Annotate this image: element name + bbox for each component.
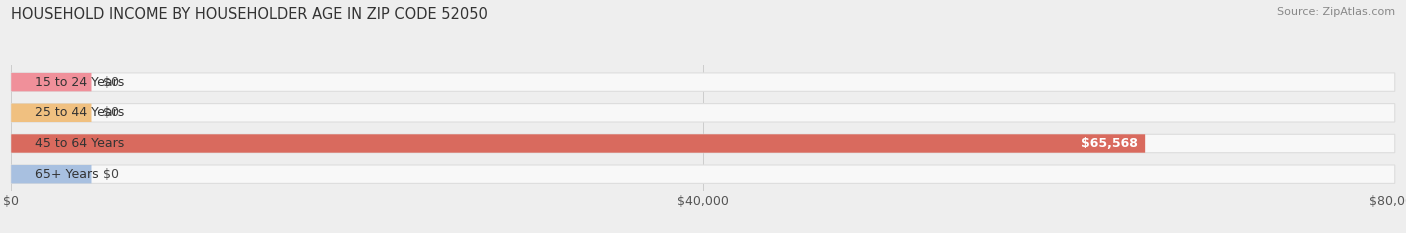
Text: 15 to 24 Years: 15 to 24 Years	[35, 76, 124, 89]
FancyBboxPatch shape	[11, 134, 1144, 153]
FancyBboxPatch shape	[11, 73, 91, 91]
FancyBboxPatch shape	[11, 104, 91, 122]
FancyBboxPatch shape	[11, 165, 91, 183]
FancyBboxPatch shape	[11, 134, 1395, 153]
Text: 65+ Years: 65+ Years	[35, 168, 98, 181]
Text: 25 to 44 Years: 25 to 44 Years	[35, 106, 124, 119]
Text: $0: $0	[103, 168, 118, 181]
Text: HOUSEHOLD INCOME BY HOUSEHOLDER AGE IN ZIP CODE 52050: HOUSEHOLD INCOME BY HOUSEHOLDER AGE IN Z…	[11, 7, 488, 22]
Text: $65,568: $65,568	[1081, 137, 1139, 150]
FancyBboxPatch shape	[11, 104, 1395, 122]
Text: $0: $0	[103, 106, 118, 119]
Text: $0: $0	[103, 76, 118, 89]
FancyBboxPatch shape	[11, 73, 1395, 91]
Text: Source: ZipAtlas.com: Source: ZipAtlas.com	[1277, 7, 1395, 17]
FancyBboxPatch shape	[11, 165, 1395, 183]
Text: 45 to 64 Years: 45 to 64 Years	[35, 137, 124, 150]
